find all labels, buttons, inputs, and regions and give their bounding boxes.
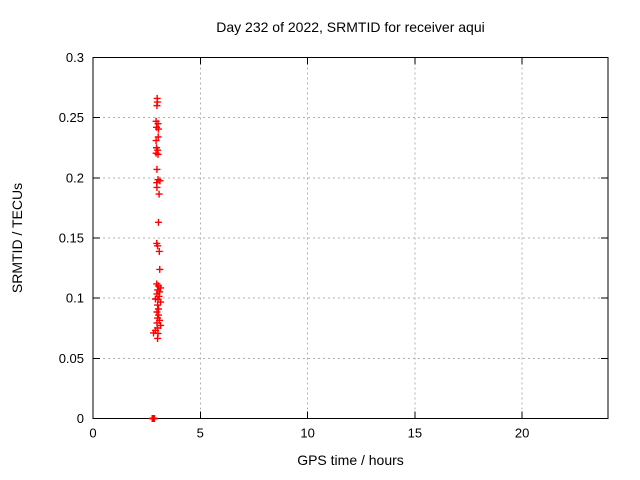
data-point-marker: [154, 150, 162, 158]
x-axis-label: GPS time / hours: [297, 452, 404, 468]
data-point-marker: [153, 165, 161, 173]
data-point-marker: [156, 265, 164, 273]
chart-title: Day 232 of 2022, SRMTID for receiver aqu…: [216, 19, 485, 35]
series-SRMTID: [148, 94, 165, 422]
y-tick-label: 0: [77, 411, 84, 426]
data-point-marker: [154, 125, 162, 133]
tick-labels: 0 5 10 15 20 0 0.05 0.1 0.15 0.2 0.25 0.3: [59, 50, 530, 441]
data-point-marker: [152, 137, 160, 145]
x-tick-label: 10: [300, 426, 314, 441]
x-tick-label: 0: [89, 426, 96, 441]
data-point-marker: [154, 301, 162, 309]
x-tick-label: 15: [408, 426, 422, 441]
y-tick-label: 0.2: [66, 170, 84, 185]
y-tick-label: 0.1: [66, 291, 84, 306]
y-tick-label: 0.3: [66, 50, 84, 65]
x-tick-label: 20: [515, 426, 529, 441]
data-point-marker: [153, 183, 161, 191]
y-tick-label: 0.25: [59, 110, 84, 125]
x-tick-label: 5: [197, 426, 204, 441]
data-point-marker: [150, 415, 158, 422]
data-point-marker: [154, 242, 162, 250]
plot-border-and-ticks: [92, 57, 609, 419]
data-point-marker: [154, 133, 162, 141]
data-point-marker: [155, 247, 163, 255]
y-tick-label: 0.05: [59, 351, 84, 366]
y-tick-label: 0.15: [59, 231, 84, 246]
data-point-marker: [154, 218, 162, 226]
data-point-marker: [155, 190, 163, 198]
data-point-marker: [153, 102, 161, 110]
grid-lines: [93, 57, 608, 419]
data-point-marker: [154, 334, 162, 342]
